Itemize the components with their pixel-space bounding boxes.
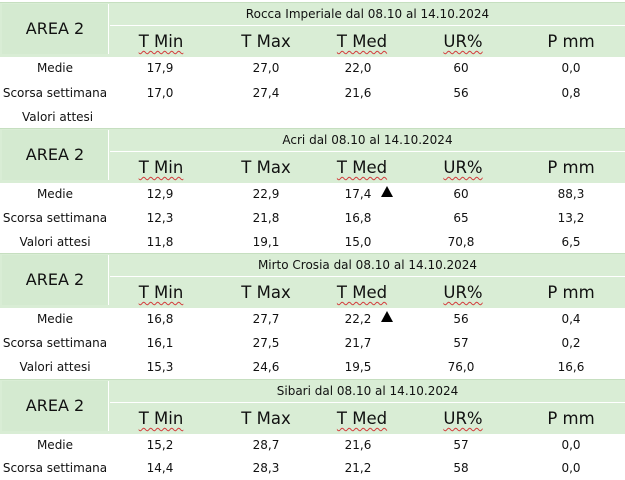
col-header-ur: UR% (443, 32, 483, 51)
cell: 0,4 (561, 312, 581, 326)
cell: 27,5 (252, 336, 280, 350)
col-header-tmax: T Max (241, 158, 291, 177)
cell: 21,2 (344, 461, 372, 475)
row-label-valori: Valori attesi (19, 235, 91, 249)
col-header-tmin: T Min (138, 283, 184, 302)
col-header-pmm: P mm (547, 283, 595, 302)
row-label-medie: Medie (36, 438, 74, 452)
cell: 16,1 (146, 336, 174, 350)
area-label: AREA 2 (2, 255, 109, 305)
row-label-scorsa: Scorsa settimana (2, 461, 108, 475)
cell: 57 (453, 438, 469, 452)
col-header-tmed: T Med (336, 409, 388, 428)
cell: 15,2 (146, 438, 174, 452)
col-header-tmax: T Max (241, 409, 291, 428)
cell: 15,3 (146, 360, 174, 374)
cell: 76,0 (447, 360, 475, 374)
row-label-scorsa: Scorsa settimana (2, 86, 108, 100)
col-header-tmin: T Min (138, 32, 184, 51)
cell: 21,6 (344, 438, 372, 452)
cell: 11,8 (146, 235, 174, 249)
col-header-tmed: T Med (336, 32, 388, 51)
area-label: AREA 2 (2, 130, 109, 180)
station-title: Sibari dal 08.10 al 14.10.2024 (110, 380, 625, 403)
cell: 0,0 (561, 461, 581, 475)
station-title: Rocca Imperiale dal 08.10 al 14.10.2024 (110, 3, 625, 26)
row-label-medie: Medie (36, 312, 74, 326)
cell: 13,2 (557, 211, 585, 225)
cell: 17,9 (146, 61, 174, 75)
col-header-tmin: T Min (138, 158, 184, 177)
cell: 19,5 (344, 360, 372, 374)
col-header-ur: UR% (443, 283, 483, 302)
col-header-pmm: P mm (547, 409, 595, 428)
cell: 22,9 (252, 187, 280, 201)
row-label-scorsa: Scorsa settimana (2, 336, 108, 350)
triangle-up-icon (381, 311, 393, 322)
cell: 16,6 (557, 360, 585, 374)
cell: 16,8 (146, 312, 174, 326)
cell: 17,0 (146, 86, 174, 100)
cell: 21,7 (344, 336, 372, 350)
area-label: AREA 2 (2, 4, 109, 54)
cell: 16,8 (344, 211, 372, 225)
cell: 0,0 (561, 438, 581, 452)
cell: 60 (453, 61, 469, 75)
station-title: Mirto Crosia dal 08.10 al 14.10.2024 (110, 254, 625, 277)
cell: 12,9 (146, 187, 174, 201)
cell: 65 (453, 211, 469, 225)
cell: 56 (453, 312, 469, 326)
cell: 28,3 (252, 461, 280, 475)
cell: 27,7 (252, 312, 280, 326)
col-header-pmm: P mm (547, 32, 595, 51)
col-header-tmed: T Med (336, 283, 388, 302)
row-label-valori: Valori attesi (22, 110, 94, 124)
cell: 17,4 (344, 187, 372, 201)
col-header-ur: UR% (443, 409, 483, 428)
cell: 22,0 (344, 61, 372, 75)
cell: 22,2 (344, 312, 372, 326)
col-header-tmax: T Max (241, 32, 291, 51)
col-header-tmed: T Med (336, 158, 388, 177)
cell: 24,6 (252, 360, 280, 374)
cell: 70,8 (447, 235, 475, 249)
cell: 19,1 (252, 235, 280, 249)
cell: 12,3 (146, 211, 174, 225)
cell: 28,7 (252, 438, 280, 452)
area-label: AREA 2 (2, 381, 109, 431)
cell: 21,6 (344, 86, 372, 100)
cell: 56 (453, 86, 469, 100)
col-header-tmax: T Max (241, 283, 291, 302)
cell: 6,5 (561, 235, 581, 249)
cell: 88,3 (557, 187, 585, 201)
cell: 58 (453, 461, 469, 475)
cell: 0,0 (561, 61, 581, 75)
col-header-tmin: T Min (138, 409, 184, 428)
cell: 21,8 (252, 211, 280, 225)
cell: 57 (453, 336, 469, 350)
row-label-scorsa: Scorsa settimana (2, 211, 108, 225)
cell: 15,0 (344, 235, 372, 249)
station-title: Acri dal 08.10 al 14.10.2024 (110, 129, 625, 152)
cell: 14,4 (146, 461, 174, 475)
triangle-up-icon (381, 186, 393, 197)
row-label-valori: Valori attesi (19, 360, 91, 374)
cell: 0,8 (561, 86, 581, 100)
col-header-ur: UR% (443, 158, 483, 177)
row-label-medie: Medie (36, 61, 74, 75)
cell: 60 (453, 187, 469, 201)
cell: 27,4 (252, 86, 280, 100)
col-header-pmm: P mm (547, 158, 595, 177)
row-label-medie: Medie (36, 187, 74, 201)
cell: 27,0 (252, 61, 280, 75)
cell: 0,2 (561, 336, 581, 350)
